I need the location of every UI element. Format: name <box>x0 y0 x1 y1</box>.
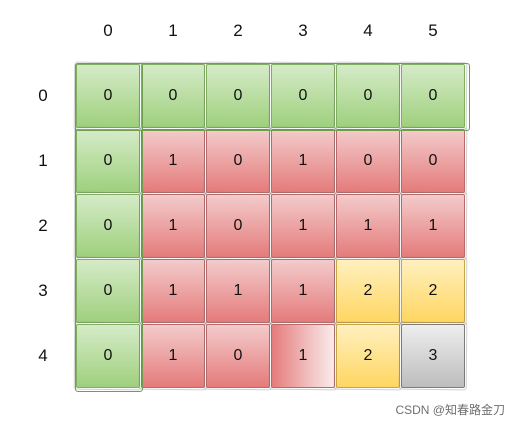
grid-cell-r1-c5: 0 <box>401 129 465 193</box>
grid-cell-r0-c0: 0 <box>76 64 140 128</box>
row-label-0: 0 <box>38 86 48 105</box>
grid-cell-r0-c2: 0 <box>206 64 270 128</box>
grid-cell-r2-c3: 1 <box>271 194 335 258</box>
grid-cell-r4-c4: 2 <box>336 324 400 388</box>
grid-cell-r2-c0: 0 <box>76 194 140 258</box>
column-label-3: 3 <box>298 21 308 40</box>
grid-cell-r4-c5: 3 <box>401 324 465 388</box>
grid-cell-r4-c1: 1 <box>141 324 205 388</box>
column-label-2: 2 <box>233 21 243 40</box>
grid-cell-r3-c0: 0 <box>76 259 140 323</box>
grid-cell-r2-c2: 0 <box>206 194 270 258</box>
row-label-3: 3 <box>38 281 48 300</box>
grid-cell-r2-c1: 1 <box>141 194 205 258</box>
grid-cell-r0-c4: 0 <box>336 64 400 128</box>
grid-cell-r1-c1: 1 <box>141 129 205 193</box>
watermark: CSDN @知春路金刀 <box>395 403 505 417</box>
grid-cell-r1-c2: 0 <box>206 129 270 193</box>
grid-cell-r3-c3: 1 <box>271 259 335 323</box>
column-label-1: 1 <box>168 21 178 40</box>
grid-cell-r3-c5: 2 <box>401 259 465 323</box>
grid-cell-r4-c3: 1 <box>271 324 335 388</box>
grid-cell-r0-c3: 0 <box>271 64 335 128</box>
grid-cell-r3-c1: 1 <box>141 259 205 323</box>
column-label-4: 4 <box>363 21 373 40</box>
grid-cell-r2-c5: 1 <box>401 194 465 258</box>
row-label-1: 1 <box>38 151 48 170</box>
grid-cell-r3-c4: 2 <box>336 259 400 323</box>
column-label-5: 5 <box>428 21 438 40</box>
column-label-0: 0 <box>103 21 113 40</box>
grid-cell-r4-c2: 0 <box>206 324 270 388</box>
grid-cell-r1-c4: 0 <box>336 129 400 193</box>
grid-cell-r1-c0: 0 <box>76 129 140 193</box>
grid-cell-r1-c3: 1 <box>271 129 335 193</box>
grid-cell-r3-c2: 1 <box>206 259 270 323</box>
grid-cell-r0-c1: 0 <box>141 64 205 128</box>
grid-cell-r4-c0: 0 <box>76 324 140 388</box>
row-label-2: 2 <box>38 216 48 235</box>
row-label-4: 4 <box>38 346 48 365</box>
grid-cell-r2-c4: 1 <box>336 194 400 258</box>
grid-cell-r0-c5: 0 <box>401 64 465 128</box>
